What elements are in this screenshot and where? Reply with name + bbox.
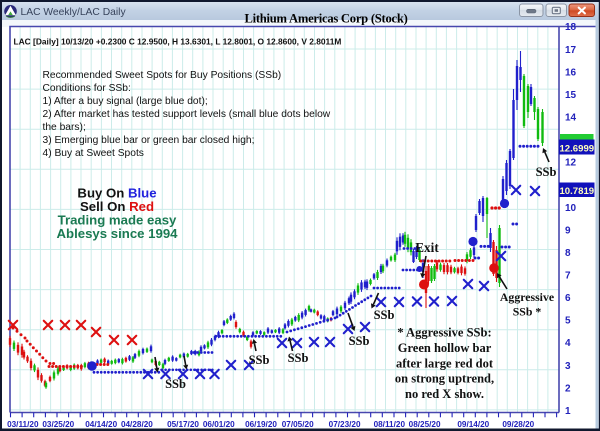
svg-text:9: 9 <box>565 225 571 236</box>
svg-text:07/05/20: 07/05/20 <box>282 420 314 429</box>
svg-text:03/11/20: 03/11/20 <box>7 420 39 429</box>
svg-text:after large red dot: after large red dot <box>396 356 494 370</box>
svg-text:Buy On Blue: Buy On Blue <box>77 186 156 201</box>
svg-text:LAC [Daily] 10/13/20 +0.2300: LAC [Daily] 10/13/20 +0.2300 C 12.9500, … <box>14 36 342 46</box>
svg-text:07/23/20: 07/23/20 <box>329 420 361 429</box>
svg-text:SSb *: SSb * <box>513 305 542 319</box>
svg-text:SSb: SSb <box>249 353 270 367</box>
svg-text:Exit: Exit <box>415 240 439 255</box>
svg-text:08/11/20: 08/11/20 <box>374 420 406 429</box>
svg-text:12.6999: 12.6999 <box>559 143 594 154</box>
svg-text:SSb: SSb <box>374 308 395 322</box>
svg-text:2: 2 <box>565 383 571 394</box>
svg-text:no red X show.: no red X show. <box>405 387 484 401</box>
svg-text:3: 3 <box>565 361 571 372</box>
svg-text:10: 10 <box>565 203 577 214</box>
svg-text:Conditions for SSb:: Conditions for SSb: <box>43 83 131 94</box>
svg-text:15: 15 <box>565 90 577 101</box>
svg-text:Lithium Americas Corp (Stock): Lithium Americas Corp (Stock) <box>244 11 407 25</box>
svg-text:Green hollow bar: Green hollow bar <box>398 341 492 355</box>
svg-text:Aggressive: Aggressive <box>500 290 554 304</box>
svg-text:7: 7 <box>565 271 571 282</box>
svg-text:06/01/20: 06/01/20 <box>203 420 235 429</box>
svg-text:Ablesys since 1994: Ablesys since 1994 <box>57 226 179 241</box>
svg-text:8: 8 <box>565 248 571 259</box>
svg-text:SSb: SSb <box>536 165 557 179</box>
svg-text:04/14/20: 04/14/20 <box>85 420 117 429</box>
svg-text:18: 18 <box>565 22 577 33</box>
svg-text:5: 5 <box>565 316 571 327</box>
svg-text:16: 16 <box>565 67 577 78</box>
svg-text:Recommended Sweet Spots for Bu: Recommended Sweet Spots for Buy Position… <box>43 70 282 81</box>
svg-text:3) Emerging blue bar or green: 3) Emerging blue bar or green bar closed… <box>43 135 255 146</box>
svg-text:SSb: SSb <box>288 351 309 365</box>
svg-text:on strong uptrend,: on strong uptrend, <box>395 372 494 386</box>
svg-text:17: 17 <box>565 45 577 56</box>
svg-text:1) After a buy signal (large b: 1) After a buy signal (large blue dot); <box>43 96 208 107</box>
svg-text:2) After market has tested sup: 2) After market has tested support level… <box>43 109 331 120</box>
svg-text:SSb: SSb <box>165 377 186 391</box>
svg-text:06/19/20: 06/19/20 <box>245 420 277 429</box>
svg-text:SSb: SSb <box>349 334 370 348</box>
svg-text:09/28/20: 09/28/20 <box>502 420 534 429</box>
svg-text:03/25/20: 03/25/20 <box>42 420 74 429</box>
svg-text:* Aggressive SSb:: * Aggressive SSb: <box>397 326 491 340</box>
svg-text:4) Buy at Sweet Spots: 4) Buy at Sweet Spots <box>43 148 144 159</box>
svg-text:14: 14 <box>565 113 577 124</box>
svg-text:10.7819: 10.7819 <box>559 186 594 197</box>
svg-text:the bars);: the bars); <box>43 122 86 133</box>
svg-text:08/25/20: 08/25/20 <box>409 420 441 429</box>
svg-text:09/14/20: 09/14/20 <box>457 420 489 429</box>
svg-text:Sell On Red: Sell On Red <box>80 199 154 214</box>
svg-text:Trading made easy: Trading made easy <box>58 212 177 227</box>
svg-text:6: 6 <box>565 293 571 304</box>
svg-text:05/17/20: 05/17/20 <box>167 420 199 429</box>
svg-text:04/28/20: 04/28/20 <box>121 420 153 429</box>
svg-text:1: 1 <box>565 406 571 417</box>
svg-text:LAC Weekly/LAC Daily: LAC Weekly/LAC Daily <box>21 7 127 18</box>
svg-text:12: 12 <box>565 158 577 169</box>
svg-text:4: 4 <box>565 338 571 349</box>
